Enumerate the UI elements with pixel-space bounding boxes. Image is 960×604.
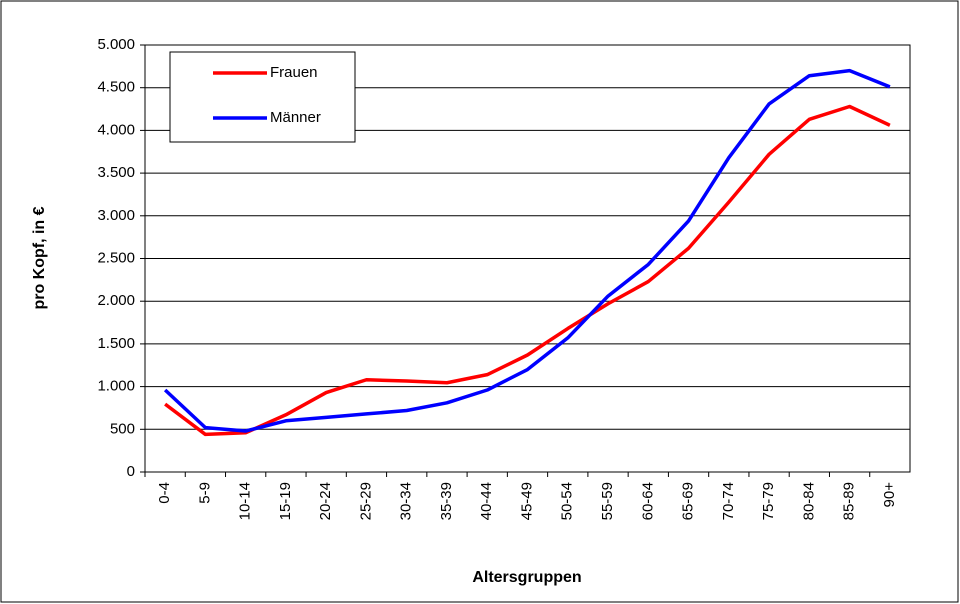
x-tick-label: 15-19	[277, 482, 294, 520]
x-tick-label: 20-24	[317, 482, 334, 520]
y-tick-label: 0	[127, 463, 135, 480]
x-tick-label: 45-49	[518, 482, 535, 520]
x-tick-label: 65-69	[680, 482, 697, 520]
x-tick-label: 30-34	[398, 482, 415, 520]
y-tick-label: 2.500	[97, 249, 135, 266]
y-tick-label: 5.000	[97, 36, 135, 53]
x-tick-label: 55-59	[599, 482, 616, 520]
legend-label: Männer	[270, 109, 321, 126]
y-tick-label: 3.500	[97, 164, 135, 181]
y-axis-label: pro Kopf, in €	[31, 206, 48, 309]
legend-box	[169, 51, 356, 143]
y-tick-label: 4.500	[97, 79, 135, 96]
x-tick-label: 40-44	[478, 482, 495, 520]
x-tick-label: 25-29	[357, 482, 374, 520]
y-tick-label: 3.000	[97, 207, 135, 224]
y-tick-label: 1.500	[97, 335, 135, 352]
x-axis-label: Altersgruppen	[472, 569, 581, 586]
x-tick-label: 60-64	[639, 482, 656, 520]
x-tick-label: 80-84	[800, 482, 817, 520]
x-tick-label: 5-9	[196, 482, 213, 504]
x-tick-label: 75-79	[760, 482, 777, 520]
series-line	[164, 104, 891, 437]
x-tick-label: 90+	[881, 482, 898, 508]
x-tick-label: 85-89	[841, 482, 858, 520]
y-tick-label: 4.000	[97, 121, 135, 138]
y-tick-label: 1.000	[97, 378, 135, 395]
x-tick-label: 35-39	[438, 482, 455, 520]
x-tick-label: 70-74	[720, 482, 737, 520]
y-tick-label: 2.000	[97, 292, 135, 309]
legend-label: Frauen	[270, 64, 318, 81]
x-tick-label: 0-4	[156, 482, 173, 504]
series-line	[163, 68, 891, 433]
plot-border	[144, 44, 911, 473]
x-tick-label: 50-54	[559, 482, 576, 520]
x-tick-label: 10-14	[237, 482, 254, 520]
y-tick-label: 500	[110, 420, 135, 437]
